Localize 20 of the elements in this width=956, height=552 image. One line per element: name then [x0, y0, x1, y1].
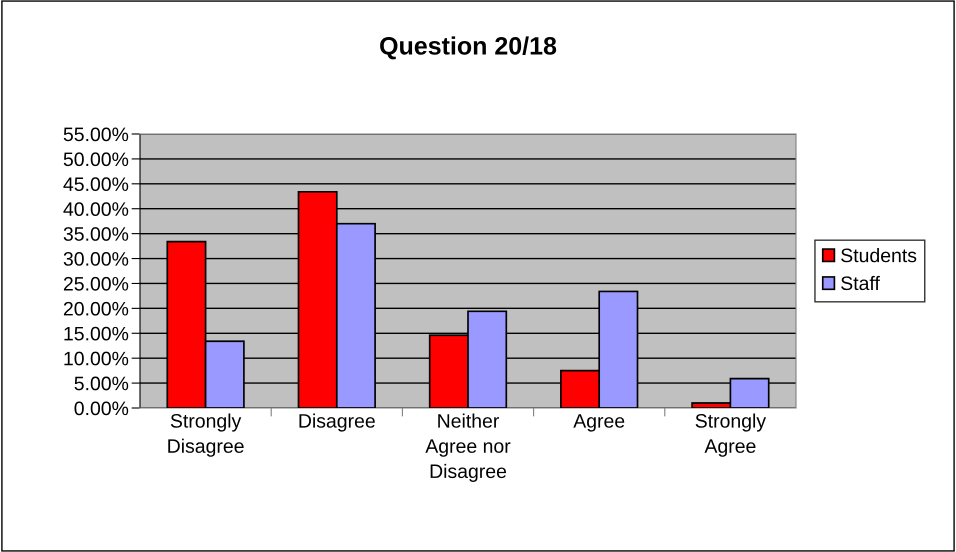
x-tick-label: Strongly Disagree: [168, 413, 244, 457]
y-tick-label: 10.00%: [64, 352, 128, 366]
y-tick-label: 55.00%: [64, 127, 128, 142]
y-tick-label: 40.00%: [63, 202, 128, 216]
y-tick-label: 25.00%: [64, 276, 128, 291]
x-tick-label: Agree: [573, 414, 624, 432]
y-tick-label: 5.00%: [74, 376, 128, 390]
y-tick-label: 35.00%: [64, 227, 128, 241]
x-tick-label: Disagree: [299, 413, 375, 432]
legend-label: Students: [841, 248, 916, 262]
y-tick-label: 45.00%: [63, 177, 128, 192]
y-tick-label: 0.00%: [74, 401, 128, 416]
y-tick-label: 30.00%: [64, 252, 128, 266]
y-tick-label: 15.00%: [64, 326, 128, 341]
y-tick-label: 20.00%: [64, 302, 128, 316]
legend-label: Staff: [841, 276, 880, 290]
chart-title: Question 20/18: [380, 36, 556, 60]
x-tick-label: Strongly Agree: [696, 413, 766, 457]
y-tick-label: 50.00%: [64, 152, 128, 166]
x-tick-label: Neither Agree nor Disagree: [425, 413, 510, 482]
